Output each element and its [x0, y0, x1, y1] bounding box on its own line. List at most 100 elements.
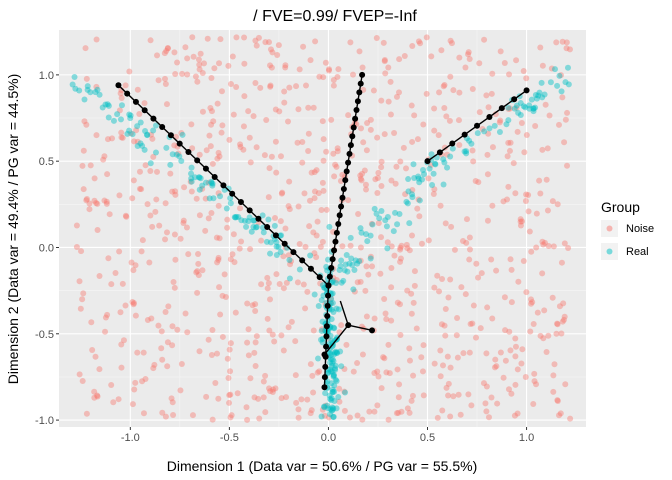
noise-point	[406, 409, 413, 416]
noise-point	[305, 104, 312, 111]
noise-point	[165, 303, 172, 310]
real-point	[124, 130, 131, 137]
real-point	[227, 200, 234, 207]
noise-point	[147, 212, 154, 219]
noise-point	[150, 153, 157, 160]
real-point	[530, 108, 537, 115]
noise-point	[450, 87, 457, 94]
noise-point	[256, 415, 263, 422]
noise-point	[117, 90, 124, 97]
real-point	[319, 318, 326, 325]
noise-point	[502, 357, 509, 364]
noise-point	[292, 338, 299, 345]
noise-point	[545, 332, 552, 339]
real-point	[354, 260, 361, 267]
noise-point	[262, 372, 269, 379]
real-point	[432, 160, 439, 167]
noise-point	[494, 400, 501, 407]
noise-point	[134, 349, 141, 356]
noise-point	[296, 66, 303, 73]
real-point	[441, 159, 448, 166]
real-point	[352, 257, 359, 264]
real-point	[209, 180, 216, 187]
real-point	[144, 131, 151, 138]
noise-point	[245, 352, 252, 359]
noise-point	[470, 158, 477, 165]
noise-point	[108, 381, 115, 388]
graph-node	[272, 232, 279, 239]
real-point	[263, 238, 270, 245]
noise-point	[318, 206, 325, 213]
noise-point	[391, 130, 398, 137]
noise-point	[122, 302, 129, 309]
noise-point	[420, 392, 427, 399]
real-point	[371, 205, 378, 212]
noise-point	[233, 84, 240, 91]
noise-point	[409, 186, 416, 193]
noise-point	[544, 145, 551, 152]
noise-point	[445, 392, 452, 399]
graph-node	[194, 157, 201, 164]
graph-node	[345, 322, 352, 329]
noise-point	[274, 52, 281, 59]
noise-point	[540, 335, 547, 342]
noise-point	[311, 250, 318, 257]
real-point	[410, 161, 417, 168]
noise-point	[519, 346, 526, 353]
noise-point	[314, 369, 321, 376]
noise-point	[371, 369, 378, 376]
noise-point	[447, 37, 454, 44]
real-point	[342, 261, 349, 268]
noise-point	[240, 123, 247, 130]
noise-point	[497, 349, 504, 356]
real-point	[329, 356, 336, 363]
noise-point	[215, 149, 222, 156]
noise-point	[396, 381, 403, 388]
noise-point	[347, 242, 354, 249]
noise-point	[520, 68, 527, 75]
noise-point	[473, 260, 480, 267]
real-point	[141, 146, 148, 153]
real-point	[188, 178, 195, 185]
noise-point	[343, 341, 350, 348]
noise-point	[211, 65, 218, 72]
noise-point	[104, 136, 111, 143]
graph-node	[321, 351, 328, 358]
noise-point	[488, 256, 495, 263]
noise-point	[189, 34, 196, 41]
noise-point	[159, 356, 166, 363]
real-point	[517, 100, 524, 107]
graph-node	[220, 182, 227, 189]
noise-point	[217, 311, 224, 318]
noise-point	[320, 157, 327, 164]
noise-point	[102, 328, 109, 335]
real-point	[338, 363, 345, 370]
noise-point	[360, 139, 367, 146]
noise-point	[221, 271, 228, 278]
noise-point	[216, 235, 223, 242]
noise-point	[129, 299, 136, 306]
noise-point	[206, 132, 213, 139]
noise-point	[380, 39, 387, 46]
noise-point	[554, 397, 561, 404]
noise-point	[222, 294, 229, 301]
real-point	[147, 160, 154, 167]
noise-point	[383, 316, 390, 323]
noise-point	[508, 266, 515, 273]
noise-point	[439, 275, 446, 282]
noise-point	[286, 84, 293, 91]
noise-point	[196, 66, 203, 73]
noise-point	[475, 274, 482, 281]
noise-point	[309, 372, 316, 379]
noise-point	[396, 56, 403, 63]
noise-point	[184, 55, 191, 62]
noise-point	[517, 218, 524, 225]
noise-point	[497, 117, 504, 124]
noise-point	[241, 60, 248, 67]
noise-point	[366, 408, 373, 415]
noise-point	[533, 244, 540, 251]
graph-node	[176, 140, 183, 147]
noise-point	[162, 80, 169, 87]
noise-point	[363, 263, 370, 270]
